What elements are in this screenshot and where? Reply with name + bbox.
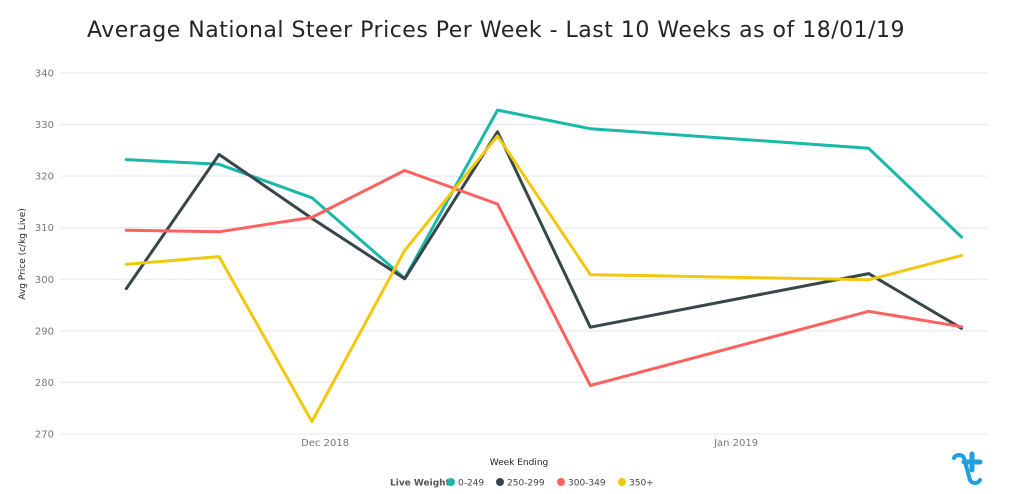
x-axis-title: Week Ending: [490, 458, 549, 468]
logo-cross: [961, 451, 983, 473]
x-tick-label: Dec 2018: [301, 438, 349, 449]
brand-logo: [952, 451, 983, 485]
chart-title: Average National Steer Prices Per Week -…: [86, 18, 906, 43]
legend-label[interactable]: 0-249: [458, 479, 484, 489]
legend-marker[interactable]: [557, 478, 565, 486]
legend-label[interactable]: 250-299: [507, 479, 545, 489]
series-line-250-299[interactable]: [124, 130, 963, 330]
legend[interactable]: Live Weight 0-249 250-299 300-349 350+: [390, 478, 654, 489]
y-tick-label: 300: [35, 275, 54, 286]
y-tick-label: 280: [35, 378, 54, 389]
y-tick-label: 310: [35, 223, 54, 234]
legend-title: Live Weight: [390, 479, 451, 489]
y-tick-label: 340: [35, 69, 54, 80]
legend-marker[interactable]: [618, 478, 626, 486]
y-axis-title: Avg Price (c/kg Live): [18, 208, 28, 300]
legend-marker[interactable]: [496, 478, 504, 486]
y-tick-label: 330: [35, 120, 54, 131]
legend-label[interactable]: 350+: [629, 479, 654, 489]
series-line-0-249[interactable]: [124, 108, 963, 280]
y-tick-label: 270: [35, 430, 54, 441]
x-axis-ticks: Dec 2018 Jan 2019: [301, 438, 758, 449]
series-lines: [124, 108, 963, 424]
y-axis-ticks: 270 280 290 300 310 320 330 340: [35, 69, 54, 441]
series-line-350+[interactable]: [124, 134, 963, 424]
x-tick-label: Jan 2019: [713, 438, 758, 449]
legend-marker[interactable]: [447, 478, 455, 486]
y-tick-label: 290: [35, 326, 54, 337]
series-line-300-349[interactable]: [124, 169, 963, 387]
y-tick-label: 320: [35, 172, 54, 183]
legend-label[interactable]: 300-349: [568, 479, 606, 489]
logo-mark: [952, 453, 982, 485]
